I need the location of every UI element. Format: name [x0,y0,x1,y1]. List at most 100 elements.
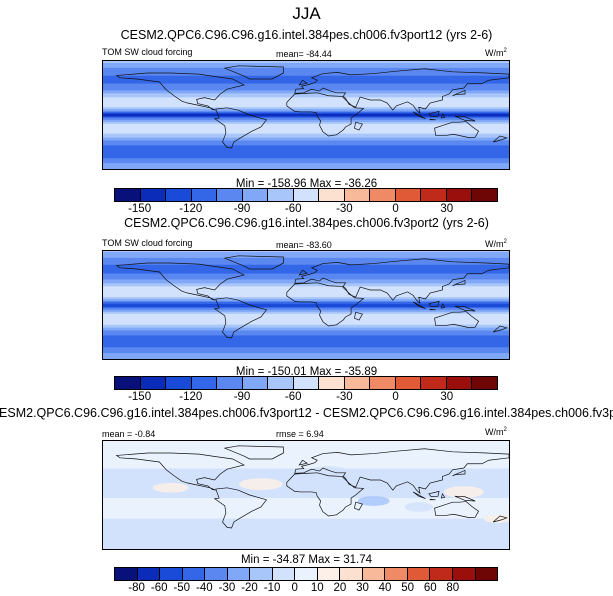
colorbar-swatch [472,189,497,201]
zonal-band [103,507,509,510]
colorbar-swatch [115,568,138,580]
coastline [287,93,364,136]
zonal-band [103,256,509,259]
zonal-band [103,163,509,165]
zonal-band [103,452,509,455]
zonal-band [103,482,509,484]
zonal-band [103,514,509,517]
colorbar-tick-label: 0 [392,203,399,215]
zonal-band [103,151,509,153]
zonal-band [103,319,509,322]
colorbar-swatch [430,568,453,580]
zonal-band [103,314,509,317]
colorbar-swatch [344,377,371,389]
coastline [117,453,244,490]
zonal-band [103,475,509,477]
zonal-band [103,335,509,338]
zonal-band [103,536,509,538]
zonal-band [103,65,509,68]
colorbar-swatch [385,568,408,580]
zonal-band [103,161,509,163]
coastline [215,488,267,528]
coastline [299,270,307,275]
zonal-band [103,156,509,158]
zonal-band [103,350,509,352]
zonal-band [103,289,509,291]
zonal-band [103,64,509,67]
zonal-band [103,523,509,526]
zonal-band [103,131,509,134]
zonal-band [103,349,509,351]
panel1-variable-label: TOM SW cloud forcing [102,47,193,57]
coastline [493,516,507,522]
zonal-band [103,517,509,520]
zonal-band [103,302,509,304]
zonal-band [103,522,509,525]
zonal-band [103,520,509,523]
zonal-band [103,165,509,167]
zonal-band [103,469,509,472]
zonal-band [103,312,509,315]
colorbar-tick-label: 50 [401,582,415,594]
zonal-band [103,292,509,294]
zonal-band [103,113,509,115]
zonal-band [103,266,509,269]
zonal-band [103,493,509,495]
zonal-band [103,63,509,66]
zonal-band [103,132,509,135]
zonal-band [103,331,509,334]
colorbar-swatch [140,189,167,201]
zonal-band [103,143,509,146]
coastline [117,73,244,110]
colorbar-tick-label: -150 [128,391,152,403]
zonal-band [103,500,509,503]
colorbar-swatch [421,189,447,201]
zonal-band [103,262,509,265]
zonal-band [103,122,509,125]
zonal-band [103,77,509,80]
coastline [354,502,362,510]
zonal-band [103,94,509,96]
zonal-band [103,478,509,480]
zonal-band [103,495,509,498]
anomaly-patch [152,482,189,493]
colorbar-swatch [205,568,228,580]
zonal-band [103,141,509,144]
panel1-min-max: Min = -158.96 Max = -36.26 [235,178,378,190]
coastline [455,496,475,501]
zonal-band [103,443,509,446]
zonal-band [103,86,509,89]
zonal-band [103,102,509,104]
zonal-band [103,308,509,311]
zonal-band [103,293,509,295]
zonal-band [103,460,509,463]
zonal-band [103,79,509,82]
figure-title: JJA [292,4,321,23]
zonal-band [103,251,509,254]
zonal-band [103,338,509,340]
zonal-band [103,295,509,297]
anomaly-patch [310,466,347,476]
colorbar-tick-label: 0 [392,391,399,403]
colorbar-tick-label: -20 [241,582,258,594]
zonal-band [103,483,509,485]
zonal-band [103,527,509,529]
panel3-units: W/m2 [485,427,507,437]
zonal-band [103,513,509,516]
zonal-band [103,323,509,326]
zonal-band [103,117,509,120]
zonal-band [103,447,509,450]
zonal-band [103,288,509,290]
zonal-band [103,93,509,95]
zonal-band [103,515,509,518]
colorbar-swatch [217,189,243,201]
zonal-band [103,445,509,448]
zonal-band [103,537,509,539]
zonal-band [103,473,509,475]
zonal-band [103,108,509,110]
panel2-min-max: Min = -150.01 Max = -35.89 [235,366,378,378]
zonal-band [103,66,509,69]
coastline [453,280,465,285]
zonal-band [103,534,509,536]
zonal-band [103,501,509,504]
